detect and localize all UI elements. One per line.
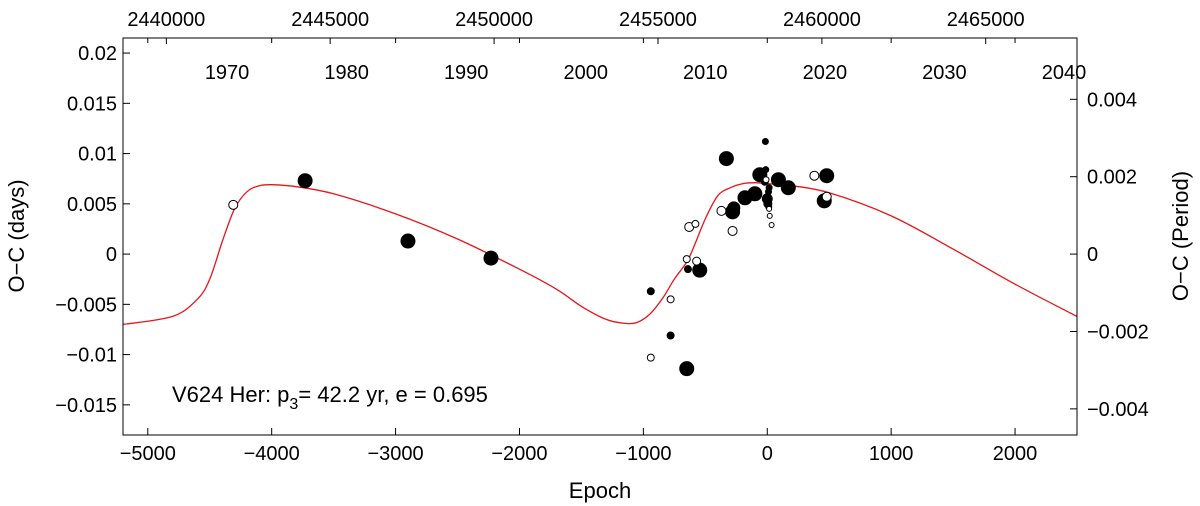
year-tick-label: 1970 (205, 62, 250, 84)
data-point-filled (761, 138, 769, 146)
annotation-subscript: 3 (289, 396, 298, 413)
jd-tick-label: 2445000 (291, 9, 369, 31)
data-point-open (691, 219, 700, 228)
data-point-open (821, 191, 832, 202)
data-point-open (666, 295, 675, 304)
jd-tick-label: 2450000 (455, 9, 533, 31)
y2-tick-label: −0.004 (1087, 399, 1149, 421)
y-tick-label: −0.01 (66, 345, 117, 367)
data-point-filled (727, 201, 741, 215)
data-point-filled (819, 168, 835, 184)
y-axis-label: O−C (days) (4, 179, 29, 292)
data-point-open (766, 205, 773, 212)
data-point-filled (666, 331, 675, 340)
y-tick-label: −0.015 (55, 395, 117, 417)
jd-tick-label: 2460000 (783, 9, 861, 31)
data-point-open (682, 255, 691, 264)
data-point-filled (718, 151, 734, 167)
data-point-open (809, 170, 820, 181)
y-tick-label: 0.015 (67, 93, 117, 115)
annotation-prefix: V624 Her: p (172, 382, 289, 407)
data-point-open (766, 212, 773, 219)
data-point-filled (770, 172, 786, 188)
x-tick-label: −2000 (491, 443, 547, 465)
axes-layer: −5000 −4000 −3000 −2000 −1000 0 1000 2000 −0.015… (55, 9, 1148, 465)
plot-frame (122, 37, 1078, 436)
data-point-filled (400, 233, 416, 249)
jd-tick-label: 2440000 (127, 9, 205, 31)
data-point-filled (765, 184, 773, 192)
period-annotation: V624 Her: p3= 42.2 yr, e = 0.695 (172, 382, 488, 413)
data-point-open (228, 199, 239, 210)
data-point-open (768, 221, 775, 228)
year-tick-label: 2020 (803, 62, 848, 84)
x-tick-label: −5000 (120, 443, 176, 465)
y-tick-label: 0 (106, 244, 117, 266)
x-tick-label: −4000 (244, 443, 300, 465)
data-point-filled (762, 166, 770, 174)
data-point-open (762, 176, 770, 184)
data-points-layer (228, 138, 835, 377)
data-point-filled (764, 197, 772, 205)
data-point-filled (483, 250, 499, 266)
x-tick-label: −1000 (615, 443, 671, 465)
data-point-filled (747, 186, 763, 202)
data-point-open (692, 256, 702, 266)
y2-tick-label: 0.002 (1087, 167, 1137, 189)
x-tick-label: 0 (762, 443, 773, 465)
y-tick-label: 0.01 (78, 144, 117, 166)
x-axis-label: Epoch (569, 478, 631, 503)
y2-tick-label: 0.004 (1087, 89, 1137, 111)
jd-tick-label: 2465000 (947, 9, 1025, 31)
data-point-open (727, 225, 738, 236)
data-point-filled (692, 262, 708, 278)
x-tick-label: 2000 (993, 443, 1038, 465)
year-tick-label: 1980 (324, 62, 369, 84)
fit-curve-layer (122, 182, 1078, 326)
year-tick-label: 1990 (444, 62, 489, 84)
annotation-suffix: = 42.2 yr, e = 0.695 (298, 382, 488, 407)
data-point-filled (683, 265, 692, 274)
y2-axis-label: O−C (Period) (1168, 171, 1193, 301)
y2-tick-label: −0.002 (1087, 321, 1149, 343)
year-tick-label: 2030 (922, 62, 967, 84)
year-tick-label: 2040 (1042, 62, 1087, 84)
data-point-filled (297, 173, 313, 189)
y-tick-label: −0.005 (55, 294, 117, 316)
data-point-filled (646, 287, 655, 296)
y2-tick-label: 0 (1087, 244, 1098, 266)
data-point-filled (780, 180, 796, 196)
year-tick-label: 2000 (564, 62, 609, 84)
data-point-filled (679, 361, 695, 377)
year-tick-label: 2010 (683, 62, 728, 84)
x-tick-label: 1000 (869, 443, 914, 465)
y-tick-label: 0.02 (78, 43, 117, 65)
jd-tick-label: 2455000 (619, 9, 697, 31)
y-tick-label: 0.005 (67, 194, 117, 216)
data-point-open (646, 353, 655, 362)
x-tick-label: −3000 (367, 443, 423, 465)
fit-curve-line (122, 182, 1078, 326)
data-point-open (716, 205, 727, 216)
